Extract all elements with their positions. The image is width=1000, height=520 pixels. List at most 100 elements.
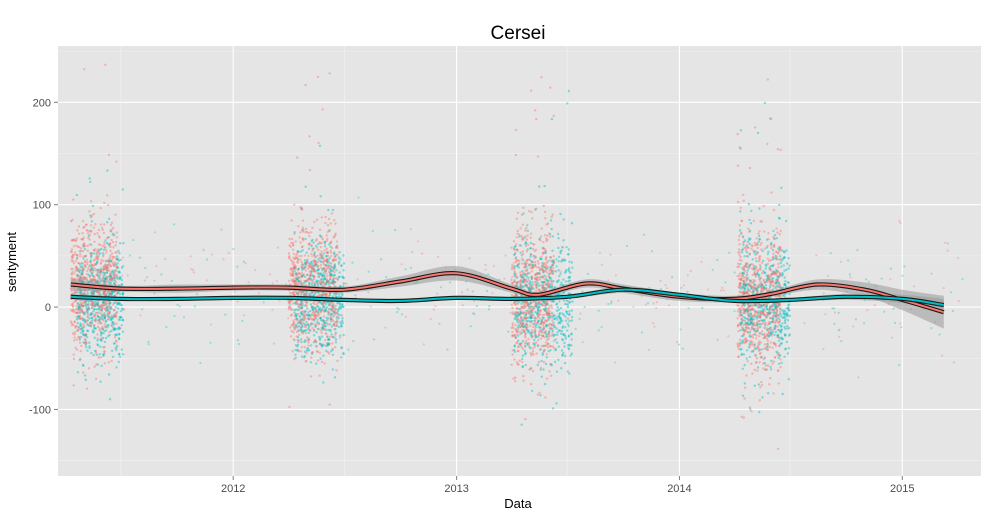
data-point [340,314,343,317]
data-point [300,292,303,295]
data-point [89,268,92,271]
data-point [756,271,759,275]
data-point [687,307,690,310]
data-point [529,366,533,370]
data-point [555,303,558,306]
data-point [549,314,553,318]
data-point [330,313,333,316]
data-point [121,274,124,277]
data-point [511,306,514,310]
data-point [492,265,495,268]
data-point [757,283,761,286]
data-point [98,320,101,323]
data-point [772,311,775,314]
data-point [551,270,554,273]
data-point [332,259,335,262]
data-point [544,267,548,270]
data-point [770,329,773,332]
data-point [539,347,542,351]
data-point [115,266,118,269]
data-point [324,339,327,342]
data-point [84,300,87,303]
data-point [118,252,121,255]
data-point [337,308,340,312]
data-point [293,266,296,270]
data-point [567,346,570,350]
data-point [773,333,776,337]
data-point [521,276,524,279]
data-point [514,314,517,317]
data-point [542,327,545,331]
data-point [539,303,542,306]
data-point [112,327,116,331]
data-point [740,342,744,345]
data-point [542,246,545,250]
data-point [334,307,337,310]
data-point [319,310,322,313]
data-point [755,288,758,291]
data-point [783,269,786,272]
data-point [716,258,719,262]
data-point [78,232,81,235]
data-point [84,320,87,323]
data-point [327,352,331,355]
data-point [314,256,317,259]
data-point [537,307,540,310]
data-point [537,266,541,269]
data-point [306,273,309,277]
data-point [681,347,684,350]
data-point [525,316,528,319]
data-point [94,327,98,330]
data-point [754,354,757,358]
data-point [96,311,99,315]
data-point [745,317,748,320]
data-point [314,291,317,294]
data-point [304,269,307,272]
data-point [745,265,748,268]
data-point [739,262,742,266]
data-point [779,261,782,265]
data-point [82,364,85,367]
data-point [561,353,564,357]
data-point [304,227,308,231]
data-point [107,335,110,338]
data-point [342,276,345,279]
data-point [762,270,765,273]
data-point [530,333,533,337]
data-point [330,266,333,269]
data-point [300,325,304,328]
data-point [770,244,773,247]
data-point [323,276,326,279]
data-point [303,304,306,307]
data-point [329,335,332,338]
data-point [332,252,336,256]
data-point [76,329,79,332]
data-point [329,328,332,332]
data-point [294,353,297,356]
data-point [114,244,117,247]
data-point [103,312,106,315]
data-point [98,305,102,308]
data-point [468,257,471,260]
data-point [80,302,83,305]
data-point [311,308,315,312]
data-point [550,285,553,289]
data-point [783,251,786,254]
data-point [472,300,475,303]
data-point [786,352,789,355]
data-point [317,141,320,145]
data-point [529,309,532,313]
data-point [520,423,523,426]
data-point [569,354,572,357]
data-point [333,336,336,339]
data-point [92,353,95,357]
data-point [536,344,540,348]
data-point [79,255,82,258]
data-point [338,251,341,254]
data-point [773,233,777,237]
data-point [744,262,748,266]
data-point [541,286,545,289]
data-point [104,277,107,280]
data-point [529,305,532,309]
data-point [554,348,558,351]
